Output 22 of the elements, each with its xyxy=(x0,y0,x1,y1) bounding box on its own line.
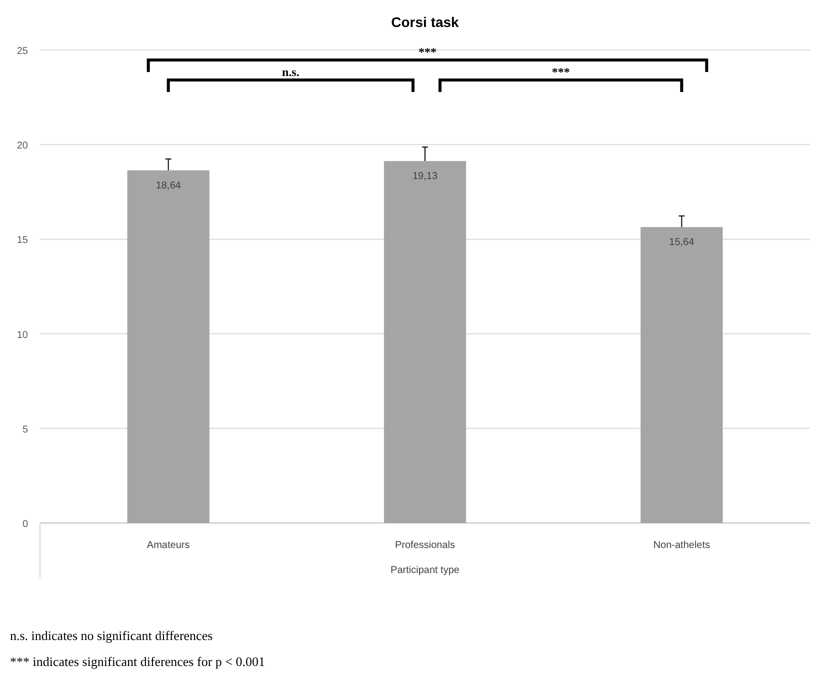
data-label: 15,64 xyxy=(669,237,695,248)
y-tick-label: 20 xyxy=(16,140,28,152)
x-axis-title: Participant type xyxy=(390,565,460,576)
text: *** indicates significant diferences for p < 0.001 xyxy=(10,654,265,669)
annotation: *** xyxy=(552,65,570,79)
y-tick-label: 5 xyxy=(22,424,28,436)
annotation: n.s. xyxy=(282,65,300,79)
y-tick-label: 25 xyxy=(16,46,28,57)
bar xyxy=(127,170,210,523)
y-tick-label: 0 xyxy=(22,519,28,530)
bar xyxy=(384,161,466,523)
bar xyxy=(640,227,723,523)
y-tick-label: 15 xyxy=(16,235,28,246)
annotation: *** xyxy=(418,45,436,59)
x-tick-label: Professionals xyxy=(394,540,456,551)
text: n.s. indicates no significant differences xyxy=(10,628,213,643)
data-label: 19,13 xyxy=(412,171,438,182)
data-label: 18,64 xyxy=(156,180,182,192)
x-tick-label: Non-athelets xyxy=(653,540,710,551)
chart-title: Corsi task xyxy=(391,14,460,30)
y-tick-label: 10 xyxy=(16,330,28,341)
x-tick-label: Amateurs xyxy=(146,540,190,551)
